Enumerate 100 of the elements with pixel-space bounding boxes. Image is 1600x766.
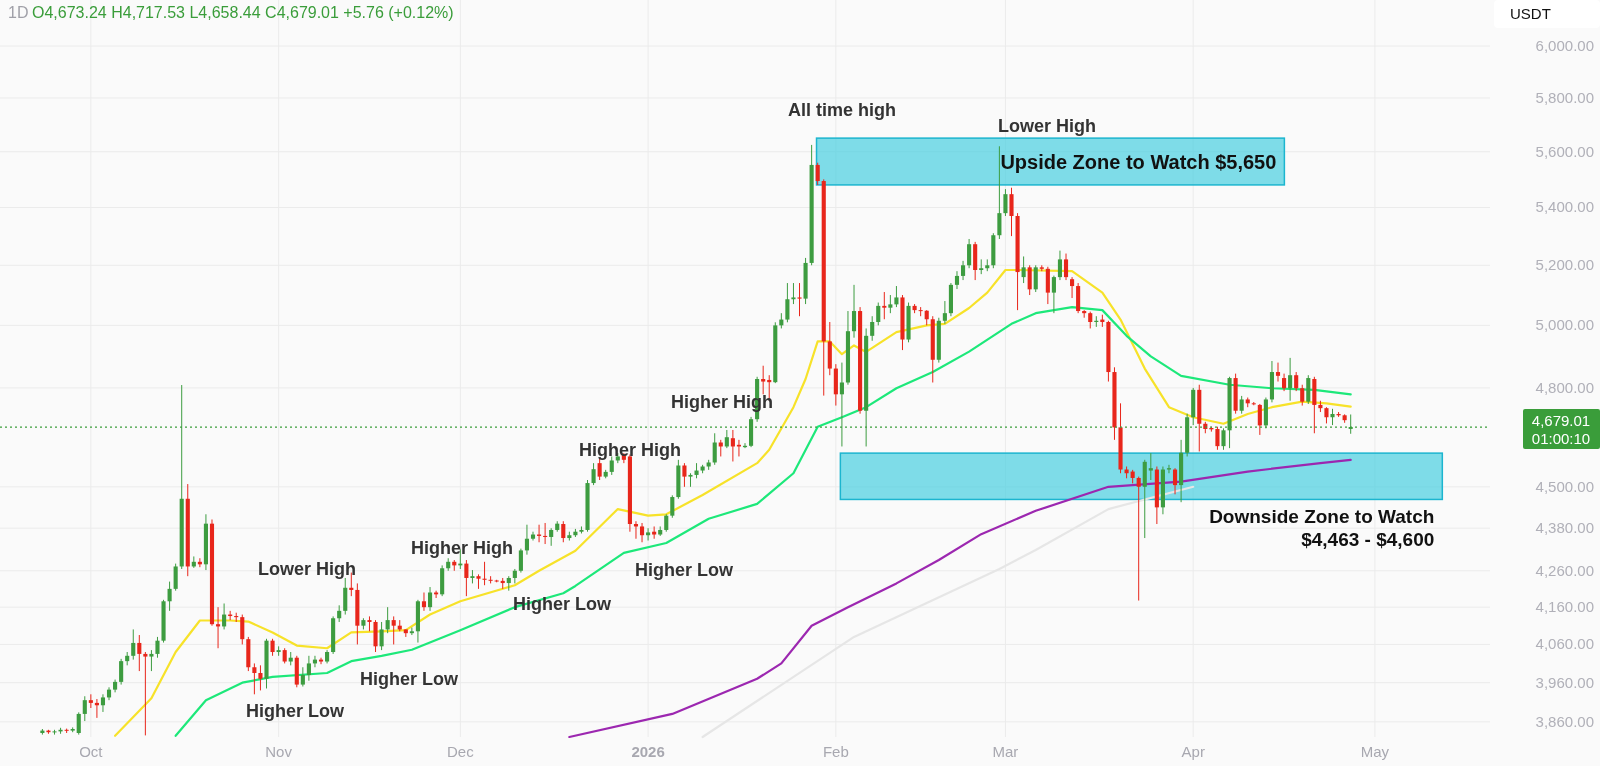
candlestick (131, 628, 136, 661)
candlestick (870, 315, 875, 342)
candlestick (100, 693, 106, 713)
annotation: Higher Low (246, 701, 345, 721)
candlestick (1306, 374, 1311, 405)
y-axis-title: USDT (1510, 5, 1551, 22)
candlestick (851, 284, 857, 339)
candlestick (482, 561, 487, 586)
candlestick (682, 462, 687, 488)
candlestick (543, 522, 548, 545)
candlestick (785, 282, 790, 323)
candlestick (318, 657, 324, 665)
candlestick (1300, 384, 1305, 407)
x-tick-label: Oct (79, 743, 104, 760)
candlestick (1033, 264, 1038, 293)
candlestick (761, 365, 766, 395)
candlestick (1221, 427, 1226, 451)
candlestick (882, 291, 887, 320)
candlestick (797, 282, 802, 317)
candlestick (409, 627, 414, 636)
candlestick (1215, 426, 1220, 451)
candlestick (876, 302, 881, 326)
candlestick (1288, 357, 1293, 402)
ref-line-label: 4,679.01 (1531, 412, 1591, 430)
y-tick-label: 4,380.00 (1535, 519, 1594, 537)
candlestick (464, 559, 469, 597)
band-label: Upside Zone to Watch $5,650 (1000, 150, 1277, 173)
candlestick (888, 294, 893, 314)
candlestick (252, 662, 257, 695)
candlestick (173, 563, 178, 592)
candlestick (967, 238, 972, 269)
candlestick (730, 429, 735, 462)
y-tick-label: 5,400.00 (1535, 198, 1594, 216)
candlestick (391, 615, 396, 645)
y-tick-label: 5,200.00 (1535, 256, 1594, 274)
candlestick (258, 664, 263, 691)
candlestick (591, 462, 596, 486)
y-tick-label: 4,500.00 (1535, 477, 1594, 495)
x-tick-label: Apr (1181, 743, 1205, 760)
y-tick-label: 5,000.00 (1535, 316, 1594, 334)
candlestick (724, 429, 729, 449)
candlestick (712, 432, 717, 466)
candlestick (1027, 264, 1032, 296)
y-tick-label: 4,160.00 (1535, 598, 1594, 616)
y-tick-label: 5,800.00 (1535, 88, 1594, 106)
candlestick (155, 636, 160, 659)
candlestick (88, 693, 93, 709)
candlestick (421, 592, 427, 612)
y-tick-label: 5,600.00 (1535, 142, 1594, 160)
candlestick (997, 145, 1002, 240)
candlestick (306, 655, 311, 682)
candlestick (1021, 255, 1026, 284)
candlestick (530, 531, 536, 541)
annotation: Higher Low (360, 669, 459, 689)
candlestick (167, 581, 172, 612)
candlestick (119, 658, 124, 686)
candlestick (240, 614, 245, 645)
x-tick-label: Feb (822, 743, 849, 760)
y-tick-label: 3,960.00 (1535, 673, 1594, 691)
chart-subtitle: 1D (8, 4, 29, 21)
annotation: O4,673.24 H4,717.53 L4,658.44 C4,679.01 +5.76 (+0.12%) (32, 4, 454, 21)
candlestick (652, 525, 657, 540)
candlestick (815, 162, 820, 186)
x-tick-label: May (1360, 743, 1390, 760)
annotation: All time high (788, 100, 896, 120)
candlestick (894, 285, 899, 308)
band-label: Downside Zone to Watch $4,463 - $4,600 (1209, 506, 1435, 551)
y-tick-label: 4,060.00 (1535, 635, 1594, 653)
x-tick-label: Dec (446, 743, 475, 760)
candlestick (1051, 275, 1056, 314)
y-tick-label: 4,260.00 (1535, 561, 1594, 579)
candlestick (300, 666, 305, 688)
candlestick (960, 260, 966, 281)
candlestick (791, 282, 796, 305)
candlestick (646, 527, 651, 541)
candlestick (1294, 371, 1299, 392)
x-tick-label: 2026 (631, 743, 665, 760)
annotation: Higher Low (635, 560, 734, 580)
candlestick (1009, 187, 1014, 237)
candlestick (149, 649, 154, 672)
candlestick (1275, 362, 1281, 383)
candlestick (1063, 253, 1069, 281)
candlestick (954, 270, 960, 290)
candlestick (1136, 476, 1141, 602)
candlestick (427, 586, 433, 612)
candlestick (639, 522, 645, 543)
annotation: Lower High (998, 116, 1096, 136)
annotation: Higher High (411, 538, 513, 558)
text: 01:00:10 (1531, 430, 1591, 448)
annotation: Lower High (258, 559, 356, 579)
candlestick (379, 621, 384, 651)
candlestick (1045, 266, 1050, 305)
y-tick-label: 3,860.00 (1535, 712, 1594, 730)
candlestick (1166, 464, 1172, 474)
candlestick (1070, 276, 1075, 299)
x-tick-label: Mar (992, 743, 1019, 760)
candlestick (137, 634, 142, 672)
candlestick (1057, 250, 1063, 281)
candlestick (385, 606, 390, 634)
annotation: Higher High (579, 440, 681, 460)
